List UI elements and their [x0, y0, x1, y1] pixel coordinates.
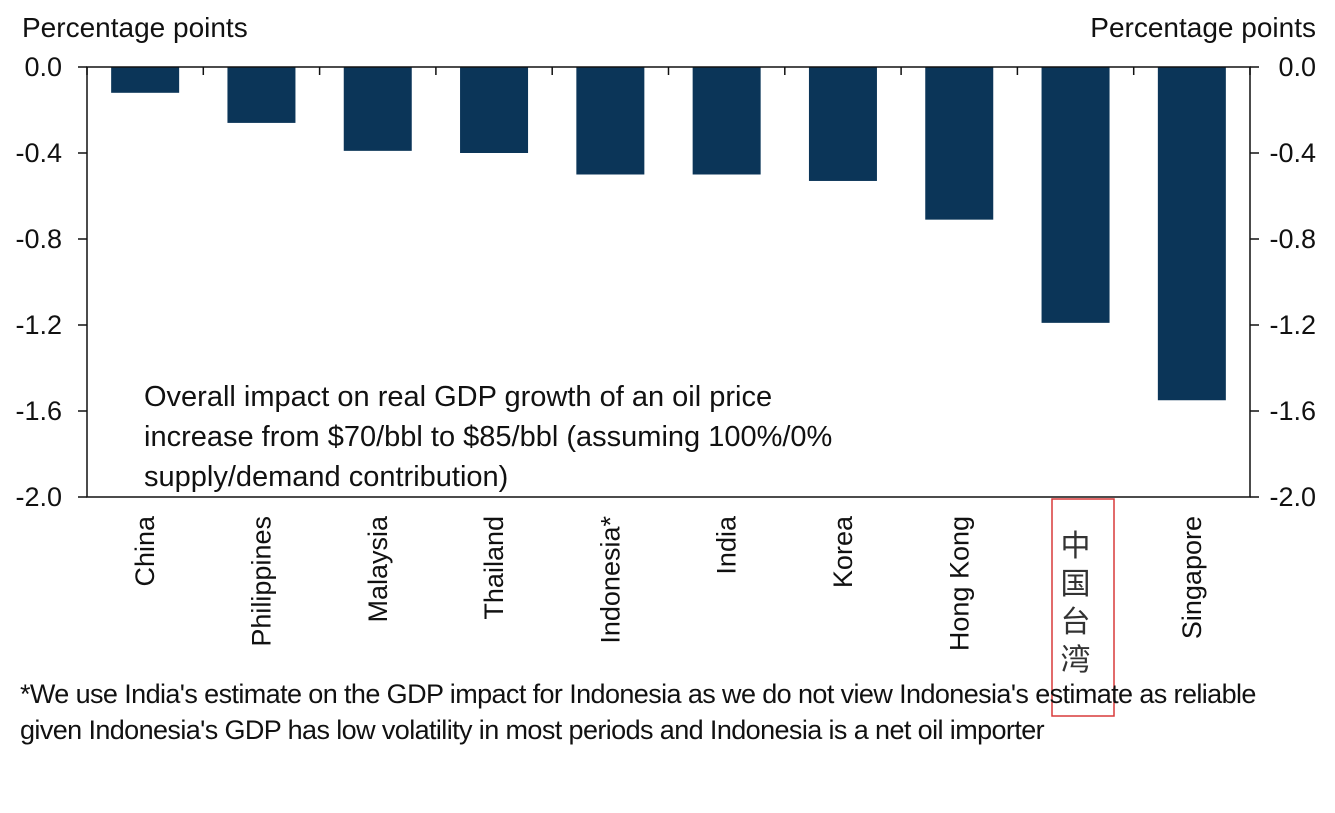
- category-label: Singapore: [1177, 516, 1207, 639]
- bar: [227, 67, 296, 123]
- bar: [111, 67, 180, 93]
- category-label: India: [712, 515, 742, 575]
- left-axis-ticks: 0.0 -0.4 -0.8 -1.2 -1.6 -2.0: [15, 52, 87, 512]
- bar: [576, 67, 645, 175]
- category-label: Hong Kong: [944, 516, 974, 651]
- highlight-box: [1051, 498, 1115, 717]
- right-y-tick-label: -0.8: [1269, 224, 1316, 254]
- bar: [1157, 67, 1226, 401]
- right-y-tick-label: -0.4: [1269, 138, 1316, 168]
- bar: [925, 67, 994, 220]
- footnote: *We use India's estimate on the GDP impa…: [20, 679, 1256, 745]
- category-label: Thailand: [479, 516, 509, 620]
- annotation-line: supply/demand contribution): [144, 461, 508, 493]
- bar: [460, 67, 529, 153]
- left-y-tick-label: -1.2: [15, 310, 62, 340]
- left-y-tick-label: -1.6: [15, 396, 62, 426]
- left-y-tick-label: -2.0: [15, 482, 62, 512]
- left-y-tick-label: -0.4: [15, 138, 62, 168]
- right-y-tick-label: 0.0: [1278, 52, 1316, 82]
- annotation-line: increase from $70/bbl to $85/bbl (assumi…: [144, 421, 832, 453]
- right-y-tick-label: -1.2: [1269, 310, 1316, 340]
- category-label: Philippines: [246, 516, 276, 647]
- right-axis-ticks: 0.0 -0.4 -0.8 -1.2 -1.6 -2.0: [1250, 52, 1316, 512]
- bar: [808, 67, 877, 181]
- category-label: Korea: [828, 515, 858, 588]
- right-axis-title: Percentage points: [1090, 12, 1316, 43]
- bar: [1041, 67, 1110, 323]
- right-y-tick-label: -2.0: [1269, 482, 1316, 512]
- bar: [692, 67, 761, 175]
- bar-series: [86, 67, 1251, 401]
- annotation-line: Overall impact on real GDP growth of an …: [144, 381, 772, 413]
- category-axis-labels: China Philippines Malaysia Thailand Indonesi…: [130, 515, 1207, 678]
- category-label: China: [130, 515, 160, 587]
- right-y-tick-label: -1.6: [1269, 396, 1316, 426]
- left-y-tick-label: 0.0: [24, 52, 62, 82]
- bar: [343, 67, 412, 151]
- category-label: 中国台湾: [1061, 529, 1091, 678]
- left-y-tick-label: -0.8: [15, 224, 62, 254]
- category-label: Indonesia*: [595, 516, 625, 644]
- plot-area-frame: [86, 66, 1251, 498]
- category-label: Malaysia: [363, 515, 393, 623]
- left-axis-title: Percentage points: [22, 12, 248, 43]
- chart-annotation: Overall impact on real GDP growth of an …: [144, 381, 832, 493]
